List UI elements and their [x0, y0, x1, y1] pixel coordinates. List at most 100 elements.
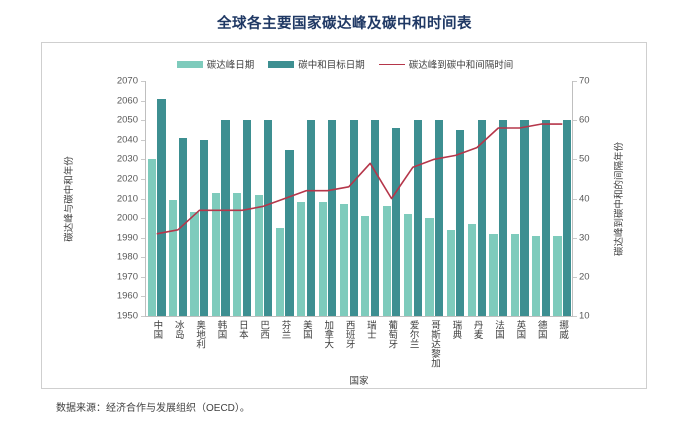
x-category-label: 英国: [514, 320, 526, 339]
gap-line-series: [156, 123, 563, 235]
y-tick-right: 20: [579, 271, 590, 283]
bar-peak-year[interactable]: [446, 229, 455, 316]
x-category-label: 挪威: [557, 320, 569, 339]
x-category-label: 加拿大: [322, 320, 334, 349]
bar-peak-year[interactable]: [339, 204, 349, 316]
y-tick-right: 60: [579, 114, 590, 126]
legend-line-gap: [378, 63, 405, 65]
bar-peak-year[interactable]: [318, 202, 327, 316]
x-category-label: 韩国: [215, 320, 227, 339]
x-category-label: 中国: [151, 320, 163, 339]
source-note: 数据来源：经济合作与发展组织（OECD）。: [56, 403, 250, 414]
x-category-label: 德国: [535, 320, 547, 339]
y-tick-left: 2070: [116, 75, 138, 87]
bar-neutral-year[interactable]: [285, 149, 294, 316]
bar-neutral-year[interactable]: [477, 120, 486, 316]
bar-neutral-year[interactable]: [370, 120, 380, 316]
x-axis-label: 国家: [349, 376, 369, 387]
bar-peak-year[interactable]: [468, 223, 477, 316]
bar-neutral-year[interactable]: [242, 120, 251, 316]
bar-neutral-year[interactable]: [178, 137, 187, 316]
bar-peak-year[interactable]: [211, 192, 220, 316]
y-tick-mark-right: [573, 276, 577, 278]
x-axis-line: [146, 316, 573, 317]
bar-group: [146, 81, 573, 316]
y-tick-left: 2000: [116, 212, 138, 224]
gap-line-path: [156, 123, 563, 235]
bar-group: [146, 81, 573, 316]
bar-peak-year[interactable]: [297, 202, 306, 316]
bar-group: [146, 81, 573, 316]
bar-peak-year[interactable]: [147, 159, 156, 316]
bar-peak-year[interactable]: [425, 218, 434, 316]
y-tick-right: 10: [579, 310, 590, 322]
bar-peak-year[interactable]: [489, 233, 498, 316]
y-tick-left: 2050: [116, 114, 138, 126]
bar-neutral-year[interactable]: [563, 120, 572, 316]
bar-neutral-year[interactable]: [349, 120, 358, 316]
y-tick-mark-right: [573, 81, 577, 82]
bar-peak-year[interactable]: [403, 214, 413, 316]
y-tick-mark-right: [573, 237, 577, 239]
y-tick-left: 1950: [116, 310, 138, 322]
y-tick-left: 2010: [116, 193, 138, 204]
legend-item-peak[interactable]: 碳达峰日期: [176, 57, 255, 71]
bar-neutral-year[interactable]: [541, 120, 550, 316]
y-tick-mark-right: [573, 316, 577, 317]
bar-peak-year[interactable]: [553, 235, 562, 316]
bar-peak-year[interactable]: [361, 216, 370, 316]
bar-peak-year[interactable]: [190, 212, 199, 316]
bar-neutral-year[interactable]: [413, 120, 422, 316]
x-category-label: 巴西: [258, 320, 270, 339]
legend-label-peak: 碳达峰日期: [206, 60, 255, 71]
y-tick-right: 40: [579, 193, 590, 204]
bar-neutral-year[interactable]: [328, 120, 337, 316]
plot-area: [146, 81, 572, 316]
bar-group: [146, 81, 573, 316]
bar-peak-year[interactable]: [510, 233, 519, 316]
chart-legend: 碳达峰日期 碳中和目标日期 碳达峰到碳中和间隔时间: [42, 57, 648, 71]
legend-label-neutral: 碳中和目标日期: [298, 60, 365, 71]
legend-item-gap[interactable]: 碳达峰到碳中和间隔时间: [378, 57, 514, 71]
y-tick-left: 1960: [116, 290, 138, 302]
bar-neutral-year[interactable]: [306, 120, 315, 316]
y-tick-left: 2020: [116, 173, 138, 185]
bar-peak-year[interactable]: [275, 227, 285, 316]
bar-peak-year[interactable]: [169, 200, 178, 316]
bar-peak-year[interactable]: [382, 206, 391, 316]
bar-neutral-year[interactable]: [434, 120, 444, 316]
y-tick-left: 2030: [116, 153, 138, 165]
bar-neutral-year[interactable]: [264, 120, 273, 316]
y-axis-left-line: [145, 81, 146, 317]
legend-label-gap: 碳达峰到碳中和间隔时间: [408, 60, 514, 71]
bar-group: [146, 81, 573, 316]
y-tick-right: 50: [579, 153, 590, 165]
legend-swatch-neutral: [268, 60, 295, 68]
x-category-label: 葡萄牙: [386, 320, 398, 349]
chart-container: 碳达峰日期 碳中和目标日期 碳达峰到碳中和间隔时间 2070 2060 2050 20…: [41, 42, 647, 389]
y-tick-mark-right: [573, 198, 577, 200]
bar-peak-year[interactable]: [233, 192, 242, 316]
bar-neutral-year[interactable]: [157, 98, 166, 316]
bar-neutral-year[interactable]: [221, 120, 230, 316]
bar-neutral-year[interactable]: [498, 120, 508, 316]
bar-group: [146, 81, 573, 316]
y-tick-mark-right: [573, 159, 577, 161]
bar-neutral-year[interactable]: [392, 128, 401, 316]
legend-swatch-peak: [176, 60, 203, 68]
bar-peak-year[interactable]: [254, 194, 263, 316]
bar-group: [146, 81, 573, 316]
bar-neutral-year[interactable]: [456, 129, 465, 316]
bar-neutral-year[interactable]: [520, 120, 529, 316]
bar-group: [146, 81, 573, 316]
x-category-label: 日本: [236, 320, 248, 339]
bar-group: [146, 81, 573, 316]
bar-group: [146, 81, 573, 316]
bar-peak-year[interactable]: [532, 235, 541, 316]
legend-item-neutral[interactable]: 碳中和目标日期: [268, 57, 365, 71]
x-category-label: 瑞典: [450, 320, 462, 339]
bar-neutral-year[interactable]: [200, 139, 209, 316]
x-category-label: 芬兰: [279, 320, 291, 339]
y-tick-left: 1990: [116, 232, 138, 244]
x-category-label: 丹麦: [471, 320, 483, 339]
